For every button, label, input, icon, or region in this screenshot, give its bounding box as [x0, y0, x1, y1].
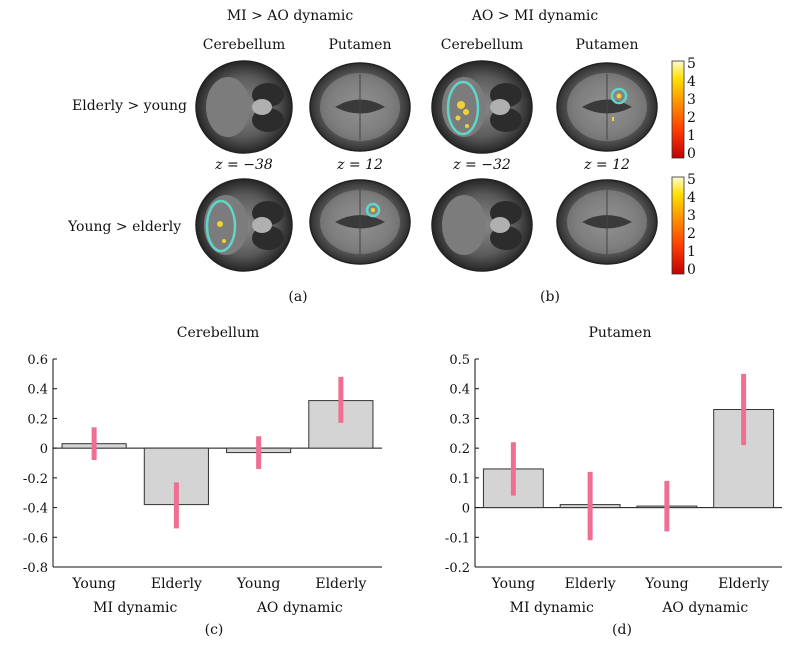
y-tick-label: 0.1 [449, 472, 470, 487]
chart-caption: (d) [612, 622, 632, 638]
group-label: AO dynamic [661, 600, 748, 616]
y-tick-label: 0.3 [449, 412, 470, 427]
y-tick-label: -0.4 [23, 502, 48, 517]
y-tick-label: 0.6 [27, 353, 48, 368]
brain-b-cerebellum-bottom [431, 178, 533, 272]
x-tick-label: Elderly [565, 576, 616, 592]
colorbar2-tick-0: 0 [687, 262, 696, 278]
y-tick-label: 0.4 [449, 383, 470, 398]
panel-b-z-cerebellum: z = −32 [453, 157, 511, 173]
panel-b-col-cerebellum: Cerebellum [440, 37, 524, 53]
colorbar2-tick-2: 2 [687, 226, 696, 242]
colorbar2-tick-1: 1 [687, 244, 696, 260]
colorbar2-tick-5: 5 [687, 172, 696, 188]
colorbar2-tick-3: 3 [687, 208, 696, 224]
brain-b-putamen-top [556, 62, 658, 152]
roi-a-putamen-bottom [365, 202, 381, 218]
panel-a-col-putamen: Putamen [328, 37, 392, 53]
panel-a-col-cerebellum: Cerebellum [202, 37, 286, 53]
row-label-elderly-young: Elderly > young [72, 98, 187, 114]
panel-a-z-putamen: z = 12 [337, 157, 383, 173]
panel-a-title: MI > AO dynamic [226, 8, 354, 24]
y-tick-label: 0 [40, 442, 48, 457]
brain-a-cerebellum-top [195, 60, 293, 154]
x-tick-label: Elderly [151, 576, 202, 592]
y-tick-label: 0.5 [449, 353, 470, 368]
group-label: MI dynamic [510, 600, 594, 616]
y-tick-label: -0.1 [445, 531, 470, 546]
x-tick-label: Young [236, 576, 280, 592]
colorbar1-tick-4: 4 [687, 74, 696, 90]
panel-b-z-putamen: z = 12 [584, 157, 630, 173]
colorbar1-tick-5: 5 [687, 56, 696, 72]
colorbar1-tick-3: 3 [687, 92, 696, 108]
x-tick-label: Young [71, 576, 115, 592]
colorbar-top [671, 60, 685, 159]
colorbar2-tick-4: 4 [687, 190, 696, 206]
y-tick-label: 0.2 [27, 412, 48, 427]
panel-b-col-putamen: Putamen [575, 37, 639, 53]
y-tick-label: -0.2 [445, 561, 470, 576]
panel-a-caption: (a) [288, 289, 308, 305]
brain-b-putamen-bottom [556, 179, 658, 265]
roi-b-putamen-top [610, 87, 628, 121]
y-tick-label: -0.6 [23, 531, 48, 546]
colorbar1-tick-1: 1 [687, 128, 696, 144]
chart-title: Putamen [589, 325, 652, 341]
y-tick-label: 0 [462, 502, 470, 517]
colorbar-bottom [671, 176, 685, 275]
colorbar1-tick-2: 2 [687, 110, 696, 126]
y-tick-label: -0.8 [23, 561, 48, 576]
brain-a-putamen-top [309, 62, 411, 152]
chart-title: Cerebellum [177, 325, 259, 341]
group-label: MI dynamic [93, 600, 177, 616]
brain-a-putamen-bottom [309, 179, 411, 265]
x-tick-label: Elderly [718, 576, 769, 592]
x-tick-label: Young [644, 576, 688, 592]
colorbar1-tick-0: 0 [687, 146, 696, 162]
roi-a-cerebellum-bottom [205, 199, 237, 253]
row-label-young-elderly: Young > elderly [68, 219, 182, 235]
y-tick-label: 0.4 [27, 383, 48, 398]
panel-b-title: AO > MI dynamic [471, 8, 599, 24]
x-tick-label: Elderly [315, 576, 366, 592]
y-tick-label: -0.2 [23, 472, 48, 487]
chart-putamen: Putamen 0.5 0.4 0.3 0.2 0.1 0 -0.1 -0.2 Young Elde… [445, 325, 782, 638]
x-tick-label: Young [491, 576, 535, 592]
chart-cerebellum: Cerebellum 0.6 0.4 0.2 0 -0.2 -0.4 -0.6 -0.8 Youn… [23, 325, 382, 638]
y-tick-label: 0.2 [449, 442, 470, 457]
roi-b-cerebellum-top [446, 80, 480, 136]
group-label: AO dynamic [256, 600, 343, 616]
brain-a-cerebellum-bottom [195, 178, 293, 272]
chart-caption: (c) [205, 622, 224, 638]
panel-a-z-cerebellum: z = −38 [215, 157, 273, 173]
panel-b-caption: (b) [540, 289, 560, 305]
